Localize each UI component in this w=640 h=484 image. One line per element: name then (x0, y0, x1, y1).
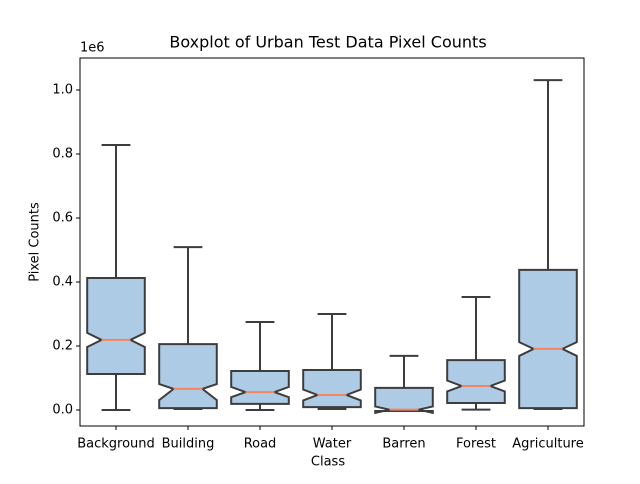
plot-frame (79, 57, 585, 427)
y-tick-label: 0.0 (52, 403, 73, 418)
x-tick-label: Road (244, 437, 277, 452)
y-tick-label: 0.2 (52, 339, 73, 354)
x-tick-label: Background (77, 437, 155, 452)
x-tick-label: Agriculture (512, 437, 584, 452)
box (518, 268, 578, 410)
x-tick-label: Water (313, 437, 352, 452)
box (374, 386, 434, 415)
box (86, 277, 146, 375)
box (446, 359, 506, 404)
x-tick-label: Building (162, 437, 215, 452)
y-axis-label: Pixel Counts (28, 202, 43, 282)
x-tick-label: Barren (382, 437, 425, 452)
x-tick-label: Forest (456, 437, 496, 452)
y-tick-label: 0.6 (52, 211, 73, 226)
y-tick-label: 0.8 (52, 147, 73, 162)
y-tick-label: 1.0 (52, 83, 73, 98)
box (158, 343, 218, 410)
box (302, 369, 362, 409)
y-tick-label: 0.4 (52, 275, 73, 290)
y-offset-label: 1e6 (80, 41, 105, 56)
box (230, 369, 290, 405)
chart-title: Boxplot of Urban Test Data Pixel Counts (169, 33, 486, 52)
x-axis-label: Class (311, 455, 345, 470)
